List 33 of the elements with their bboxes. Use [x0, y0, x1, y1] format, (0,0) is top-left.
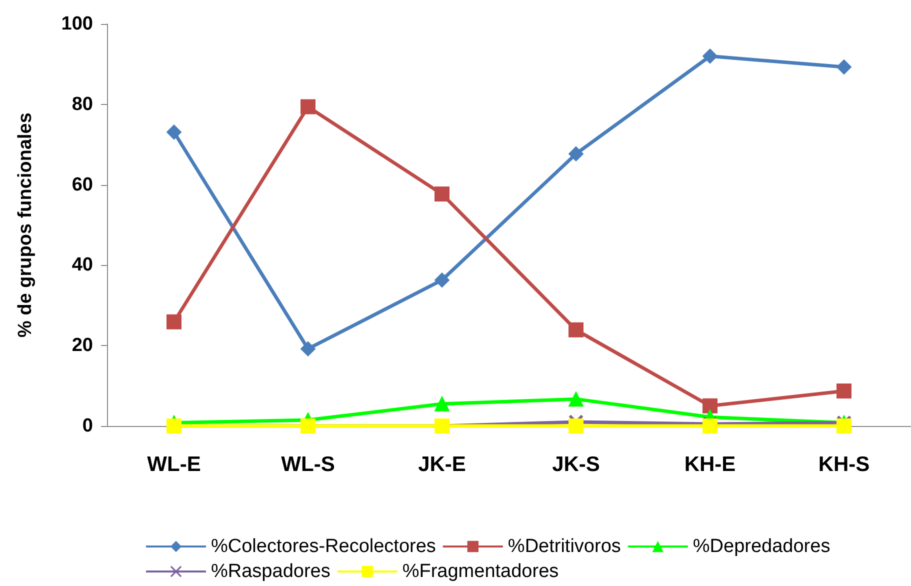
point — [166, 314, 182, 330]
point — [702, 48, 718, 64]
legend-label: %Raspadores — [211, 561, 330, 582]
legend-label: %Colectores-Recolectores — [211, 536, 436, 557]
y-tick-label: 80 — [72, 94, 93, 115]
legend-label: %Depredadores — [692, 536, 830, 557]
point — [568, 418, 584, 434]
point — [300, 99, 316, 114]
y-tick-label: 20 — [72, 335, 93, 356]
x-tick-label: JK-E — [418, 453, 466, 476]
y-tick-label: 60 — [72, 174, 93, 196]
point — [434, 272, 450, 288]
x-tick-label: KH-E — [684, 453, 736, 476]
point — [434, 186, 450, 202]
point — [300, 341, 316, 356]
point — [568, 392, 584, 407]
y-axis-title: % de grupos funcionales — [15, 112, 36, 338]
y-tick-label: 100 — [61, 14, 93, 34]
point — [568, 146, 584, 162]
point — [836, 60, 852, 75]
point — [568, 322, 584, 338]
x-tick-label: JK-S — [552, 453, 600, 476]
x-tick-label: WL-S — [281, 453, 335, 476]
x-tick-label: WL-E — [147, 453, 201, 476]
legend-label: %Fragmentadores — [402, 561, 559, 582]
legend-label: %Detritivoros — [508, 536, 621, 557]
point — [434, 396, 450, 412]
point — [702, 398, 718, 414]
point — [166, 124, 182, 140]
x-tick-label: KH-S — [818, 453, 870, 476]
point — [836, 384, 852, 399]
y-tick-label: 0 — [82, 416, 93, 436]
y-tick-label: 40 — [72, 254, 93, 276]
